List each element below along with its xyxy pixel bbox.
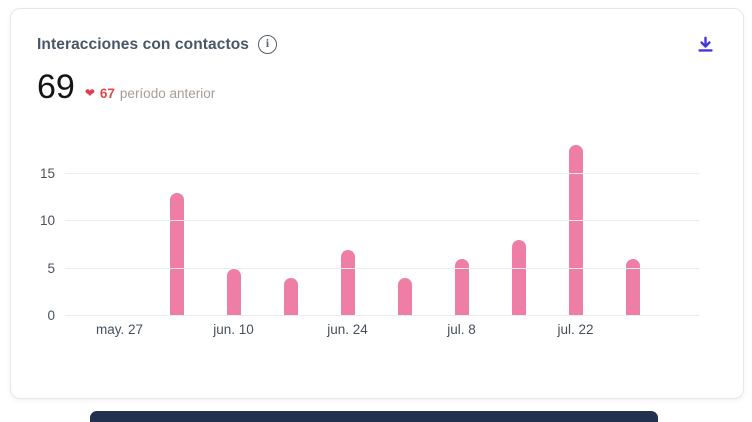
x-axis-labels: may. 27 jun. 10 jun. 24 jul. 8 jul. 22 bbox=[91, 322, 661, 337]
bar[interactable] bbox=[511, 240, 526, 316]
x-axis-label: jul. 8 bbox=[447, 322, 476, 337]
card-title: Interacciones con contactos bbox=[37, 35, 250, 53]
x-axis-label bbox=[376, 322, 433, 337]
x-axis-label bbox=[262, 322, 319, 337]
bar-slot bbox=[490, 130, 547, 316]
info-icon[interactable]: i bbox=[258, 35, 278, 54]
gridline bbox=[65, 220, 699, 222]
bar[interactable] bbox=[226, 268, 241, 316]
chart-plot-area: 0 5 10 15 bbox=[40, 130, 699, 323]
bar-slot bbox=[91, 130, 148, 316]
bar[interactable] bbox=[454, 259, 469, 316]
bar[interactable] bbox=[340, 249, 355, 316]
bar-slot bbox=[205, 130, 262, 316]
download-icon bbox=[698, 36, 713, 52]
bar[interactable] bbox=[568, 145, 583, 316]
y-axis-tick: 15 bbox=[39, 165, 55, 181]
previous-period-comparison: ❤ 67 período anterior bbox=[85, 86, 215, 101]
next-card-peek bbox=[90, 411, 658, 422]
previous-period-value: 67 bbox=[99, 86, 115, 101]
x-axis-label bbox=[148, 322, 205, 337]
title-row: Interacciones con contactos i bbox=[37, 35, 278, 54]
bar[interactable] bbox=[397, 278, 412, 316]
bar-chart: 0 5 10 15 may. 27 jun. 10 jun. 24 jul. 8 jul. 2… bbox=[37, 130, 717, 337]
total-value: 69 bbox=[37, 68, 75, 106]
stats-row: 69 ❤ 67 período anterior bbox=[37, 70, 717, 104]
x-axis-label: jul. 22 bbox=[557, 322, 594, 337]
download-button[interactable] bbox=[694, 33, 717, 56]
x-axis-label: jun. 24 bbox=[327, 322, 368, 337]
gridline bbox=[65, 172, 699, 174]
bar-slot bbox=[148, 130, 205, 316]
bars-container bbox=[91, 130, 661, 316]
bar-slot bbox=[262, 130, 319, 316]
x-axis-label bbox=[604, 322, 661, 337]
previous-period-label: período anterior bbox=[119, 86, 216, 101]
gridline bbox=[65, 315, 699, 316]
bar[interactable] bbox=[625, 259, 640, 316]
y-axis-tick: 5 bbox=[47, 260, 55, 276]
bar[interactable] bbox=[283, 278, 298, 316]
interactions-card: Interacciones con contactos i 69 ❤ 67 pe… bbox=[10, 8, 744, 399]
x-axis-label bbox=[490, 322, 547, 337]
heart-icon: ❤ bbox=[84, 86, 95, 100]
bar-slot bbox=[319, 130, 376, 316]
bar-slot bbox=[376, 130, 433, 316]
card-header: Interacciones con contactos i bbox=[37, 33, 717, 56]
bar-slot bbox=[604, 130, 661, 316]
bar-slot bbox=[433, 130, 490, 316]
bar-slot bbox=[547, 130, 604, 316]
bar[interactable] bbox=[169, 192, 184, 316]
x-axis-label: jun. 10 bbox=[213, 322, 254, 337]
gridline bbox=[65, 267, 699, 269]
y-axis-tick: 10 bbox=[39, 213, 55, 229]
info-icon-glyph: i bbox=[265, 37, 270, 50]
x-axis-label: may. 27 bbox=[95, 322, 144, 337]
y-axis-tick: 0 bbox=[47, 308, 55, 323]
